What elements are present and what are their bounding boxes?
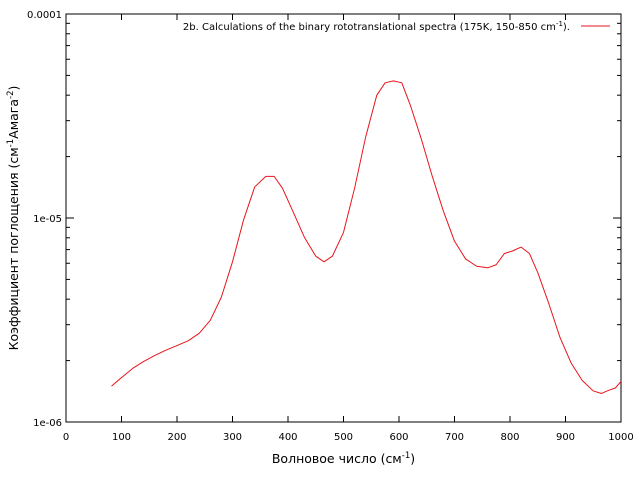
legend: 2b. Calculations of the binary rototrans… [183, 20, 610, 33]
y-tick-label: 1e-06 [33, 418, 62, 429]
x-tick-label: 400 [278, 432, 297, 443]
series-layer [111, 80, 622, 394]
x-tick-label: 700 [445, 432, 464, 443]
y-axis-title-sup2: -2 [6, 90, 16, 98]
x-axis-title-sup: -1 [402, 451, 410, 461]
legend-label-tail: ). [563, 22, 570, 33]
x-tick-label: 800 [500, 432, 519, 443]
legend-label-sup: -1 [556, 20, 563, 28]
legend-label-main: 2b. Calculations of the binary rototrans… [183, 22, 556, 33]
x-axis-title: Волновое число (см-1) [272, 451, 415, 466]
x-tick-label: 900 [556, 432, 575, 443]
x-tick-label: 200 [167, 432, 186, 443]
legend-label: 2b. Calculations of the binary rototrans… [183, 20, 570, 33]
x-tick-label: 1000 [608, 432, 633, 443]
y-axis-title-main: Коэффициент поглощения (см [6, 147, 21, 350]
x-tick-label: 100 [112, 432, 131, 443]
y-axis-title-sup1: -1 [6, 139, 16, 147]
plot-frame [65, 13, 622, 423]
x-tick-label: 600 [389, 432, 408, 443]
x-axis-title-main: Волновое число (см [272, 451, 402, 466]
y-axis-title-tail: ) [6, 86, 21, 91]
y-axis-title: Коэффициент поглощения (см-1Амага-2) [6, 86, 21, 351]
ticks-layer: 0 100 200 300 400 500 600 700 800 900 1000 1e-06 1e-… [27, 10, 634, 443]
y-tick-label: 0.0001 [27, 10, 62, 21]
series-line [111, 80, 622, 394]
y-tick-label: 1e-05 [33, 214, 62, 225]
x-tick-label: 0 [63, 432, 69, 443]
x-tick-label: 300 [223, 432, 242, 443]
y-axis-title-mid: Амага [6, 99, 21, 139]
x-axis-title-tail: ) [410, 451, 415, 466]
x-tick-label: 500 [334, 432, 353, 443]
